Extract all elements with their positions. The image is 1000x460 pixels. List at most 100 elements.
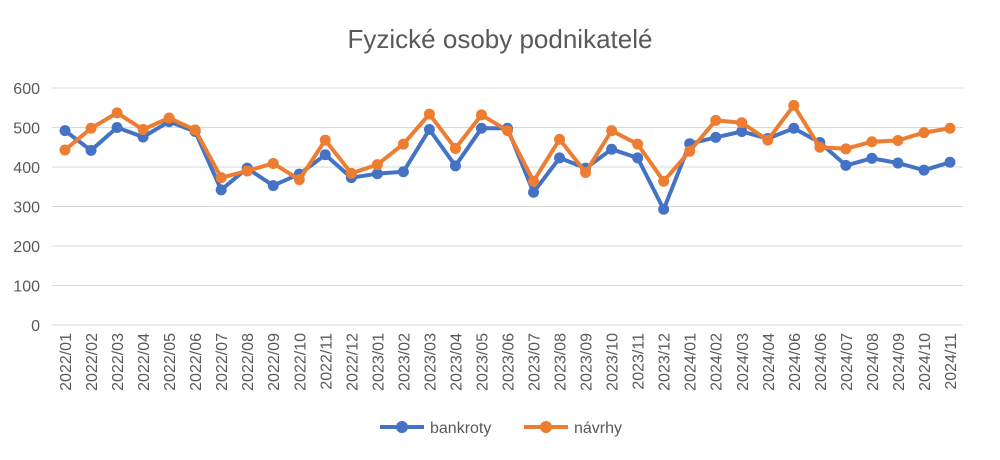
data-point xyxy=(423,108,435,120)
data-point xyxy=(892,135,904,147)
x-tick-label: 2023/10 xyxy=(605,333,622,391)
x-tick-label: 2024/06 xyxy=(813,333,830,391)
data-point xyxy=(59,125,71,137)
data-point xyxy=(502,125,513,137)
data-point xyxy=(59,144,71,156)
data-point xyxy=(397,166,409,178)
data-point xyxy=(944,122,956,134)
data-point xyxy=(528,175,540,187)
x-tick-label: 2023/06 xyxy=(501,333,518,391)
data-point xyxy=(528,186,540,198)
x-tick-label: 2023/08 xyxy=(553,333,570,391)
data-point xyxy=(632,138,644,150)
x-tick-label: 2024/10 xyxy=(917,333,934,391)
legend-item: návrhy xyxy=(524,420,622,437)
x-tick-label: 2022/06 xyxy=(188,333,205,391)
data-point xyxy=(85,122,97,134)
data-point xyxy=(840,159,852,171)
data-point xyxy=(85,144,97,156)
data-point xyxy=(345,167,357,179)
data-point xyxy=(241,165,253,177)
legend: bankroty návrhy xyxy=(380,420,622,437)
data-point xyxy=(475,109,487,121)
data-point xyxy=(866,136,878,148)
data-point xyxy=(293,174,305,186)
x-tick-label: 2023/02 xyxy=(396,333,413,391)
data-point xyxy=(632,152,644,164)
data-point xyxy=(736,125,748,137)
data-point xyxy=(371,159,383,171)
data-point xyxy=(111,107,123,119)
data-point xyxy=(788,122,800,134)
x-tick-label: 2022/01 xyxy=(58,333,75,391)
data-point xyxy=(658,203,670,215)
data-point xyxy=(814,141,826,153)
y-tick-label: 100 xyxy=(13,279,40,296)
y-tick-label: 0 xyxy=(31,318,40,335)
data-point xyxy=(215,172,227,184)
data-point xyxy=(866,152,878,164)
x-tick-label: 2024/02 xyxy=(709,333,726,391)
data-point xyxy=(684,145,696,157)
x-tick-label: 2024/11 xyxy=(943,333,960,390)
data-point xyxy=(606,143,618,155)
x-tick-label: 2023/07 xyxy=(527,333,544,391)
x-axis-ticks: 2022/01 2022/02 2022/03 2022/04 2022/05 2022/… xyxy=(58,333,960,391)
data-point xyxy=(371,168,383,180)
data-point xyxy=(137,123,149,135)
x-tick-label: 2022/02 xyxy=(84,333,101,391)
data-point xyxy=(449,142,461,154)
x-tick-label: 2024/07 xyxy=(839,333,856,391)
data-point xyxy=(918,127,930,139)
x-tick-label: 2022/09 xyxy=(266,333,283,391)
x-tick-label: 2022/05 xyxy=(162,333,179,391)
data-point xyxy=(710,131,722,143)
data-point xyxy=(397,138,409,150)
x-tick-label: 2022/10 xyxy=(292,333,309,391)
y-tick-label: 600 xyxy=(13,81,40,98)
data-point xyxy=(892,157,904,169)
data-point xyxy=(267,157,279,169)
x-tick-label: 2022/03 xyxy=(110,333,127,391)
x-tick-label: 2024/03 xyxy=(735,333,752,391)
data-point xyxy=(449,160,461,172)
data-point xyxy=(710,114,722,126)
data-point xyxy=(944,156,956,168)
x-tick-label: 2023/12 xyxy=(657,333,674,391)
data-point xyxy=(267,180,279,192)
data-point xyxy=(111,122,123,133)
x-tick-label: 2022/04 xyxy=(136,333,153,391)
data-point xyxy=(423,123,435,135)
x-tick-label: 2024/08 xyxy=(865,333,882,391)
series-navrhy xyxy=(59,99,956,187)
y-axis-ticks: 0 100 200 300 400 500 600 xyxy=(13,81,40,335)
y-tick-label: 400 xyxy=(13,160,40,177)
data-point xyxy=(189,124,201,136)
x-tick-label: 2023/04 xyxy=(448,333,465,391)
x-tick-label: 2022/08 xyxy=(240,333,257,391)
x-tick-label: 2022/11 xyxy=(318,333,335,390)
data-point xyxy=(475,122,487,134)
data-point xyxy=(319,134,331,146)
x-tick-label: 2023/09 xyxy=(579,333,596,391)
x-tick-label: 2024/06 xyxy=(787,333,804,391)
data-point xyxy=(736,117,748,129)
data-point xyxy=(658,175,670,187)
data-point xyxy=(606,125,618,137)
x-tick-label: 2023/03 xyxy=(422,333,439,391)
data-point xyxy=(788,99,800,111)
data-point xyxy=(580,167,592,179)
data-point xyxy=(840,143,852,155)
y-tick-label: 500 xyxy=(13,121,40,138)
x-tick-label: 2023/01 xyxy=(370,333,387,391)
legend-label: návrhy xyxy=(574,420,622,437)
legend-item: bankroty xyxy=(380,420,491,437)
x-tick-label: 2022/12 xyxy=(344,333,361,391)
x-tick-label: 2023/05 xyxy=(474,333,491,391)
y-tick-label: 200 xyxy=(13,239,40,256)
x-tick-label: 2024/01 xyxy=(683,333,700,391)
data-point xyxy=(762,134,774,146)
series-layer xyxy=(59,99,956,215)
x-tick-label: 2024/09 xyxy=(891,333,908,391)
